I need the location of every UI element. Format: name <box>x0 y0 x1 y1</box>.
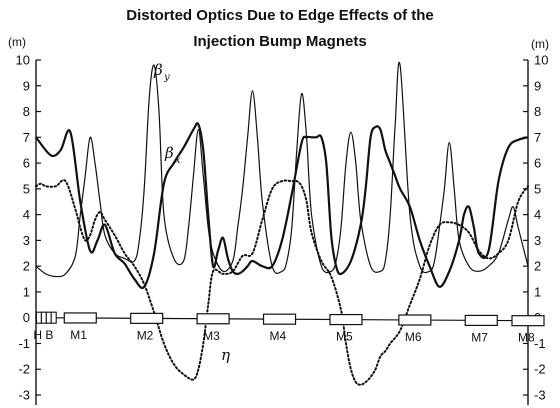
right-tick-label: -3 <box>534 388 546 403</box>
chart-labels: β xβ yη <box>153 61 230 364</box>
bump-magnet <box>50 311 57 324</box>
right-tick-label: 7 <box>534 130 541 145</box>
series-line-3 <box>35 179 529 386</box>
left-tick-label: 1 <box>23 284 30 299</box>
left-tick-label: 7 <box>23 130 30 145</box>
magnet-box <box>464 314 498 327</box>
magnet-label: M4 <box>270 329 287 343</box>
left-tick-label: 2 <box>23 259 30 274</box>
magnet-label: M2 <box>137 328 154 342</box>
left-tick-label: -3 <box>18 388 30 403</box>
magnet-label: M5 <box>336 330 353 344</box>
magnet-box <box>398 314 432 326</box>
left-tick-label: 3 <box>23 233 30 248</box>
magnet-box <box>63 312 97 324</box>
right-tick-label: 3 <box>534 233 541 248</box>
curve-label-subscript: x <box>175 155 181 166</box>
right-tick-label: 4 <box>534 207 541 222</box>
right-tick-label: 1 <box>534 284 541 299</box>
curve-label-3: η <box>221 346 230 364</box>
curve-label-subscript: y <box>163 72 170 83</box>
chart-axes: -3-3-2-2-1-1001122334455667788991010(m)(… <box>8 35 549 405</box>
left-tick-label: -1 <box>18 336 30 351</box>
right-unit-label: (m) <box>531 37 549 51</box>
left-tick-label: 0 <box>23 310 30 325</box>
right-tick-label: -2 <box>534 362 546 377</box>
magnet-box <box>130 312 164 324</box>
magnet-label: M7 <box>471 330 488 344</box>
chart-subtitle: Injection Bump Magnets <box>193 33 367 50</box>
magnet-lattice: H B M1 M2 M3 M4 M5 M6 M7 M8 <box>33 311 545 345</box>
curve-label-2: β <box>153 61 163 79</box>
series-line-1 <box>35 122 529 290</box>
bump-magnet <box>45 311 52 324</box>
left-tick-label: 6 <box>23 156 30 171</box>
chart-curves <box>35 61 529 386</box>
magnet-box <box>329 313 363 326</box>
left-tick-label: 9 <box>23 78 30 93</box>
magnet-label: M3 <box>203 329 220 343</box>
left-tick-label: 8 <box>23 104 30 119</box>
left-unit-label: (m) <box>8 35 26 49</box>
right-tick-label: 2 <box>534 259 541 274</box>
right-tick-label: 10 <box>534 53 548 68</box>
chart-title: Distorted Optics Due to Edge Effects of … <box>126 7 434 24</box>
right-tick-label: 9 <box>534 78 541 93</box>
bump-magnet <box>40 311 47 324</box>
right-tick-label: 8 <box>534 104 541 119</box>
magnet-label: M8 <box>518 331 535 345</box>
magnet-label: M6 <box>405 330 422 344</box>
magnet-box <box>196 313 230 325</box>
right-tick-label: 6 <box>534 156 541 171</box>
left-tick-label: 5 <box>23 181 30 196</box>
magnet-box <box>511 315 545 327</box>
left-tick-label: -2 <box>18 362 30 377</box>
curve-label-1: β <box>164 144 174 162</box>
right-tick-label: -1 <box>534 336 546 351</box>
left-tick-label: 4 <box>23 207 30 222</box>
magnet-box <box>262 313 297 325</box>
right-tick-label: 5 <box>534 181 541 196</box>
left-tick-label: 10 <box>16 53 30 68</box>
magnet-label: H B <box>33 328 53 342</box>
bump-magnet <box>35 311 43 324</box>
magnet-label: M1 <box>70 328 87 342</box>
